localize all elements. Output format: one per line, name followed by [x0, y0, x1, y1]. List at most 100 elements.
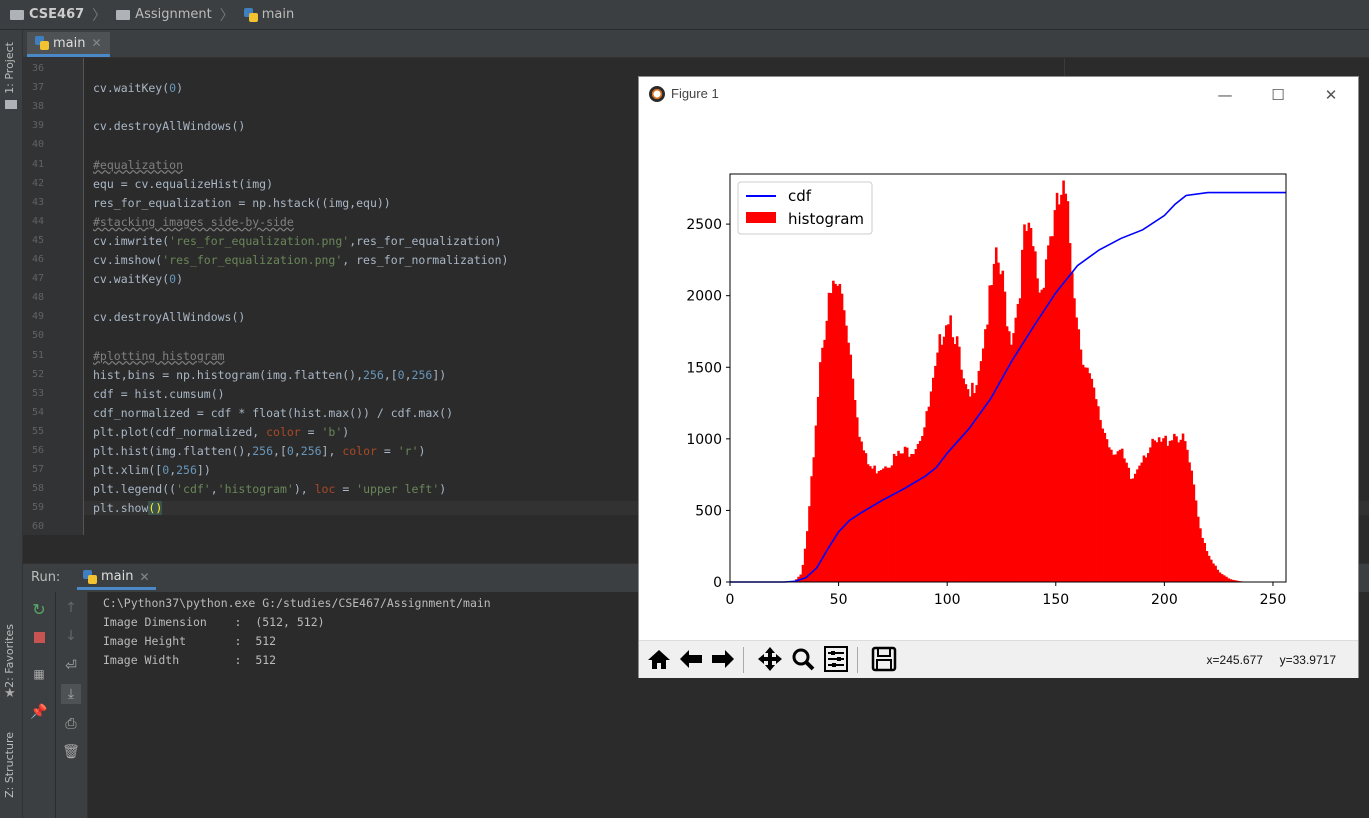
line-number: 48 [32, 292, 45, 304]
down-arrow-icon[interactable]: ↓ [65, 628, 77, 644]
close-icon[interactable]: ✕ [91, 36, 102, 50]
code-line[interactable]: #plotting histogram [93, 348, 225, 363]
tab-main[interactable]: main ✕ [27, 32, 110, 57]
histogram-bar [819, 362, 822, 582]
histogram-bar [1136, 469, 1139, 582]
pin-icon[interactable]: 📌 [30, 704, 48, 720]
code-line[interactable]: cv.imshow('res_for_equalization.png', re… [93, 253, 509, 267]
layout-icon[interactable]: ▦ [33, 667, 45, 681]
line-number: 47 [32, 273, 45, 285]
code-line[interactable]: equ = cv.equalizeHist(img) [93, 176, 274, 191]
line-number: 59 [32, 502, 45, 514]
histogram-bar [1008, 331, 1011, 582]
histogram-bar [1218, 572, 1222, 582]
code-line[interactable]: cv.waitKey(0) [93, 81, 184, 96]
forward-icon[interactable] [709, 645, 737, 673]
rerun-icon[interactable]: ↻ [32, 600, 46, 619]
toolbar-separator [857, 647, 858, 673]
breadcrumb-folder[interactable]: Assignment 〉 [116, 5, 234, 25]
code-line[interactable]: cdf = hist.cumsum() [93, 386, 225, 401]
stop-button[interactable] [29, 628, 49, 648]
breadcrumb: CSE467 〉 Assignment 〉 main [0, 0, 1369, 30]
x-tick-label: 100 [934, 592, 961, 608]
histogram-bar [921, 436, 924, 582]
histogram-bar [1192, 484, 1196, 582]
histogram-bar [997, 262, 1000, 582]
code-line[interactable]: cdf_normalized = cdf * float(hist.max())… [93, 405, 454, 420]
histogram-bar [1227, 578, 1230, 582]
save-icon[interactable] [870, 645, 898, 673]
histogram-bar [877, 470, 881, 582]
y-tick-label: 0 [713, 575, 722, 591]
histogram-bar [1027, 222, 1031, 582]
histogram-bar [897, 450, 900, 582]
code-line[interactable]: hist,bins = np.histogram(img.flatten(),2… [93, 367, 447, 382]
line-number: 51 [32, 349, 45, 361]
scroll-to-end-icon[interactable]: ⤓ [61, 684, 81, 704]
soft-wrap-icon[interactable]: ⏎ [65, 658, 77, 674]
favorites-tool-tab[interactable]: 2: Favorites [3, 624, 16, 688]
up-arrow-icon[interactable]: ↑ [65, 600, 77, 616]
histogram-bar [862, 450, 866, 582]
histogram-bar [929, 391, 933, 582]
histogram-bar [1162, 438, 1165, 582]
breadcrumb-project[interactable]: CSE467 〉 [10, 5, 106, 25]
home-icon[interactable] [645, 645, 673, 673]
tab-main-label: main [53, 35, 86, 51]
histogram-bar [882, 468, 885, 582]
histogram-bar [1110, 449, 1113, 582]
histogram-bar [1075, 317, 1078, 582]
histogram-bar [1086, 367, 1089, 582]
figure-title-bar[interactable]: Figure 1 — ☐ ✕ [639, 77, 1358, 113]
maximize-button[interactable]: ☐ [1271, 86, 1285, 104]
code-line[interactable]: plt.legend(('cdf','histogram'), loc = 'u… [93, 482, 447, 497]
code-line[interactable]: #equalization [93, 157, 184, 172]
trash-icon[interactable]: 🗑 [62, 744, 80, 760]
histogram-bar [1049, 236, 1052, 582]
histogram-bar [799, 574, 803, 582]
histogram-bar [845, 325, 848, 582]
print-icon[interactable]: ⎙ [65, 716, 77, 732]
line-number: 49 [32, 311, 45, 323]
code-line[interactable]: cv.imwrite('res_for_equalization.png',re… [93, 233, 502, 248]
project-tool-tab[interactable]: 1: Project [3, 42, 16, 94]
line-number: 38 [32, 101, 45, 113]
zoom-icon[interactable] [789, 645, 817, 673]
histogram-bar [947, 324, 950, 582]
pan-icon[interactable] [756, 645, 784, 673]
histogram-bar [1147, 453, 1150, 582]
histogram-bar [914, 449, 918, 582]
code-line[interactable]: #stacking images side-by-side [93, 214, 294, 229]
code-line[interactable]: cv.destroyAllWindows() [93, 119, 246, 134]
histogram-bar [1016, 303, 1020, 582]
code-line[interactable]: plt.xlim([0,256]) [93, 463, 211, 478]
histogram-chart[interactable]: 0 50 100 150 200 25005001000150020002500cdfhi… [639, 113, 1358, 640]
histogram-bar [1042, 287, 1046, 582]
x-tick-label: 150 [1042, 592, 1069, 608]
histogram-bar [1090, 378, 1094, 582]
histogram-bar [1005, 326, 1009, 582]
line-number: 46 [32, 254, 45, 265]
close-button[interactable]: ✕ [1324, 86, 1338, 104]
run-tab-main[interactable]: main ✕ [77, 566, 156, 590]
configure-icon[interactable] [822, 645, 850, 673]
histogram-bar [916, 443, 920, 582]
histogram-bar [1112, 454, 1115, 582]
close-icon[interactable]: ✕ [139, 569, 150, 584]
structure-tool-tab[interactable]: Z: Structure [3, 732, 16, 798]
minimize-button[interactable]: — [1217, 86, 1233, 104]
breadcrumb-file-label: main [261, 7, 295, 22]
code-line[interactable]: plt.plot(cdf_normalized, color = 'b') [93, 424, 350, 439]
code-line[interactable]: cv.destroyAllWindows() [93, 310, 246, 325]
histogram-bar [992, 263, 996, 582]
code-line[interactable]: res_for_equalization = np.hstack((img,eq… [93, 195, 391, 210]
line-number: 37 [32, 82, 45, 94]
line-number: 50 [32, 330, 45, 342]
breadcrumb-file[interactable]: main [243, 7, 295, 22]
histogram-bar [1229, 579, 1233, 582]
histogram-bar [1081, 364, 1085, 582]
code-line[interactable]: plt.hist(img.flatten(),256,[0,256], colo… [93, 444, 426, 458]
histogram-bar [1199, 528, 1202, 582]
back-icon[interactable] [677, 645, 705, 673]
code-line[interactable]: cv.waitKey(0) [93, 272, 184, 287]
